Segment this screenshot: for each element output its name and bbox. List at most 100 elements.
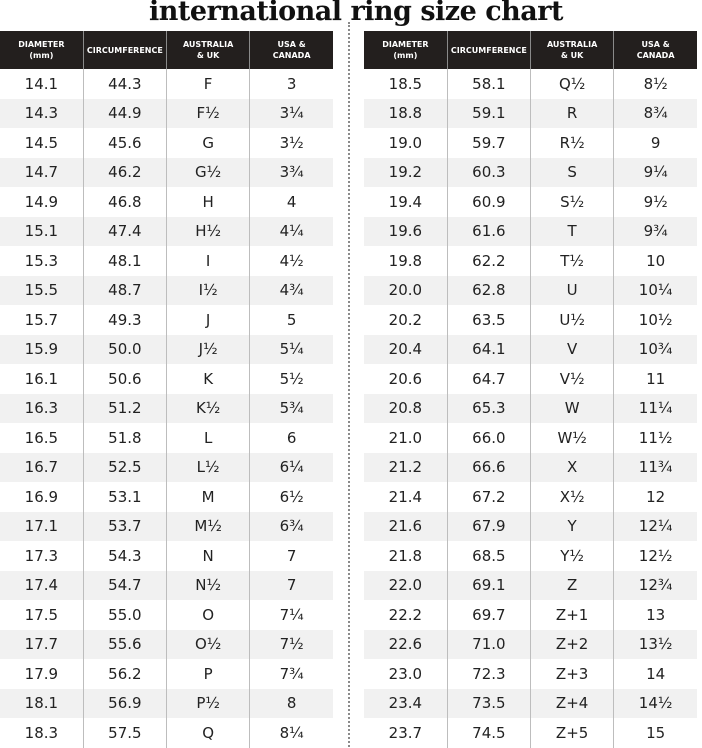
circumference-cell: 61.6 — [446, 216, 531, 246]
usa-canada-cell: 8¼ — [249, 718, 333, 748]
table-row: 20.0 62.8 U 10¼ — [364, 275, 697, 305]
circumference-cell: 45.6 — [82, 128, 167, 158]
table-row: 15.1 47.4 H½ 4¼ — [0, 216, 333, 246]
usa-canada-cell: 12½ — [613, 541, 697, 571]
table-row: 14.9 46.8 H 4 — [0, 187, 333, 217]
usa-canada-cell: 11½ — [613, 423, 697, 453]
table-row: 20.2 63.5 U½ 10½ — [364, 305, 697, 335]
circumference-cell: 47.4 — [82, 216, 167, 246]
table-row: 14.5 45.6 G 3½ — [0, 128, 333, 158]
table-row: 15.3 48.1 I 4½ — [0, 246, 333, 276]
australia-uk-cell: S½ — [529, 187, 614, 217]
usa-canada-cell: 5½ — [249, 364, 333, 394]
australia-uk-cell: P — [165, 659, 250, 689]
usa-canada-cell: 6½ — [249, 482, 333, 512]
australia-uk-cell: Y½ — [529, 541, 614, 571]
diameter-cell: 15.3 — [24, 251, 59, 270]
usa-canada-cell: 14 — [613, 659, 697, 689]
table-row: 17.9 56.2 P 7¾ — [0, 659, 333, 689]
australia-uk-cell: U — [529, 275, 614, 305]
diameter-cell: 17.9 — [24, 664, 59, 683]
australia-uk-cell: L — [165, 423, 250, 453]
circumference-cell: 60.3 — [446, 157, 531, 187]
circumference-cell: 53.1 — [82, 482, 167, 512]
australia-uk-cell: S — [529, 157, 614, 187]
usa-canada-cell: 12¾ — [613, 570, 697, 600]
usa-canada-cell: 5¼ — [249, 334, 333, 364]
diameter-cell: 17.1 — [0, 511, 84, 541]
australia-uk-cell: U½ — [529, 305, 614, 335]
circumference-cell: 71.0 — [446, 629, 531, 659]
australia-uk-cell: W — [529, 393, 614, 423]
circumference-cell: 50.0 — [82, 334, 167, 364]
australia-uk-cell: Z+4 — [529, 688, 614, 718]
diameter-cell: 20.6 — [388, 369, 423, 388]
table-row: 21.4 67.2 X½ 12 — [364, 482, 697, 512]
circumference-cell: 46.8 — [82, 187, 167, 217]
diameter-cell: 23.0 — [388, 664, 423, 683]
circumference-cell: 54.3 — [82, 541, 167, 571]
australia-uk-cell: X½ — [529, 482, 614, 512]
table-row: 17.1 53.7 M½ 6¾ — [0, 511, 333, 541]
diameter-cell: 14.5 — [24, 133, 59, 152]
usa-canada-cell: 7 — [249, 541, 333, 571]
australia-uk-cell: G — [165, 128, 250, 158]
table-row: 22.2 69.7 Z+1 13 — [364, 600, 697, 630]
australia-uk-cell: P½ — [165, 688, 250, 718]
table-row: 14.1 44.3 F 3 — [0, 69, 333, 99]
diameter-cell: 14.7 — [0, 157, 84, 187]
diameter-cell: 21.6 — [364, 511, 448, 541]
circumference-cell: 44.3 — [82, 69, 167, 99]
table-row: 19.2 60.3 S 9¼ — [364, 157, 697, 187]
usa-canada-cell: 7¼ — [249, 600, 333, 630]
table-row: 18.5 58.1 Q½ 8½ — [364, 69, 697, 99]
australia-uk-cell: Z+5 — [529, 718, 614, 748]
table-row: 19.4 60.9 S½ 9½ — [364, 187, 697, 217]
diameter-cell: 22.0 — [364, 570, 448, 600]
diameter-cell: 14.1 — [24, 74, 59, 93]
table-row: 22.0 69.1 Z 12¾ — [364, 570, 697, 600]
diameter-cell: 20.8 — [364, 393, 448, 423]
australia-uk-cell: L½ — [165, 452, 250, 482]
diameter-cell: 20.4 — [364, 334, 448, 364]
circumference-cell: 52.5 — [82, 452, 167, 482]
table-row: 15.9 50.0 J½ 5¼ — [0, 334, 333, 364]
circumference-cell: 59.7 — [446, 128, 531, 158]
australia-uk-cell: Q½ — [529, 69, 614, 99]
table-row: 23.7 74.5 Z+5 15 — [364, 718, 697, 748]
usa-canada-cell: 7½ — [249, 629, 333, 659]
diameter-cell: 19.0 — [388, 133, 423, 152]
table-row: 23.0 72.3 Z+3 14 — [364, 659, 697, 689]
australia-uk-cell: V½ — [529, 364, 614, 394]
usa-canada-cell: 3 — [249, 69, 333, 99]
circumference-cell: 46.2 — [82, 157, 167, 187]
circumference-cell: 58.1 — [446, 69, 531, 99]
usa-canada-cell: 11¾ — [613, 452, 697, 482]
usa-canada-cell: 12 — [613, 482, 697, 512]
diameter-cell: 14.3 — [0, 98, 84, 128]
australia-uk-cell: Z+2 — [529, 629, 614, 659]
diameter-cell: 17.5 — [24, 605, 59, 624]
diameter-cell: 16.3 — [0, 393, 84, 423]
table-row: 18.8 59.1 R 8¾ — [364, 98, 697, 128]
circumference-cell: 55.0 — [82, 600, 167, 630]
page-title: international ring size chart — [149, 0, 563, 27]
diameter-cell: 19.6 — [364, 216, 448, 246]
table-row: 23.4 73.5 Z+4 14½ — [364, 688, 697, 718]
diameter-cell: 18.3 — [24, 723, 59, 742]
australia-uk-cell: J — [165, 305, 250, 335]
usa-canada-cell: 9 — [613, 128, 697, 158]
header-row: DIAMETER (mm) CIRCUMFERENCE AUSTRALIA & … — [364, 31, 697, 69]
usa-canada-cell: 10¾ — [613, 334, 697, 364]
diameter-cell: 23.7 — [388, 723, 423, 742]
diameter-cell: 15.7 — [24, 310, 59, 329]
usa-canada-cell: 15 — [613, 718, 697, 748]
usa-canada-cell: 8 — [249, 688, 333, 718]
circumference-cell: 53.7 — [82, 511, 167, 541]
ring-size-table-left: DIAMETER (mm) CIRCUMFERENCE AUSTRALIA & … — [0, 31, 333, 748]
usa-canada-cell: 3¾ — [249, 157, 333, 187]
usa-canada-cell: 6 — [249, 423, 333, 453]
header-circumference: CIRCUMFERENCE — [446, 31, 531, 69]
australia-uk-cell: G½ — [165, 157, 250, 187]
diameter-cell: 16.7 — [0, 452, 84, 482]
